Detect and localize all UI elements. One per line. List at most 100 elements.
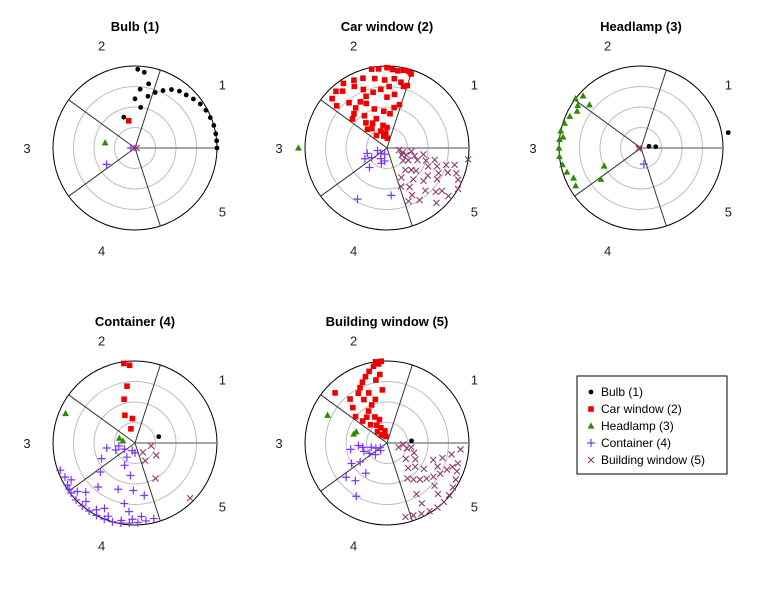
data-point [133,144,141,152]
data-point [396,101,403,108]
panel-title: Container (4) [95,314,175,329]
data-point [342,473,351,482]
sector-label: 1 [471,78,478,93]
data-point [635,145,642,152]
data-point [101,139,109,146]
data-point [366,368,372,375]
data-point [120,499,129,508]
data-point [432,199,440,207]
data-point [333,88,339,95]
data-point [207,115,213,120]
data-point [384,135,391,141]
sector-spoke [134,442,161,522]
sector-label: 2 [98,333,105,348]
data-point [340,80,347,87]
data-point [350,430,358,437]
data-point [129,486,138,495]
panel: Building window (5) 1 2 3 4 5 [275,314,478,554]
sector-spoke [574,147,642,197]
data-point [573,107,581,114]
data-point [63,481,72,490]
sector-spoke [320,147,388,197]
sector-spoke [574,99,642,149]
data-point [353,195,362,204]
data-point [370,89,376,96]
data-point [125,118,132,124]
panel-title: Bulb (1) [111,19,159,34]
data-point [404,82,411,89]
data-point [410,449,418,457]
data-point [378,86,384,93]
data-point [422,187,429,195]
data-point [432,188,440,196]
sector-spoke [134,364,161,444]
data-point [405,197,412,205]
data-point [360,154,369,163]
data-point [364,126,371,133]
data-point [102,443,111,452]
data-point [436,470,444,478]
data-point [72,495,81,504]
data-point [138,104,144,110]
data-point [114,441,123,450]
data-point [369,125,375,132]
data-point [124,383,130,389]
data-point [351,476,360,485]
data-point [122,453,131,462]
sector-label: 1 [219,78,226,93]
data-point [347,396,353,402]
data-point [380,108,387,115]
legend-box [576,375,728,475]
data-point [357,384,363,391]
data-point [346,99,352,106]
data-point [400,83,407,90]
data-point [177,88,182,94]
sector-label: 2 [604,38,611,53]
data-point [572,182,580,189]
data-point [381,133,387,139]
sector-label: 1 [471,373,478,388]
data-point [129,415,136,422]
data-point [400,67,407,73]
data-point [442,161,450,169]
data-point [135,66,141,72]
data-point [563,168,571,175]
data-point [115,434,123,441]
data-point [420,465,428,473]
data-point [362,373,369,380]
data-point [433,175,441,183]
sector-label: 2 [98,38,105,53]
data-point [361,396,367,403]
data-point [556,152,563,160]
data-point [373,422,380,429]
data-point [411,463,419,471]
data-point [140,491,149,500]
data-point [434,504,441,512]
data-point [398,151,406,159]
data-point [422,157,430,165]
data-point [566,112,574,119]
data-point [426,507,433,515]
data-point [391,91,398,98]
data-point [407,166,415,174]
data-point [126,362,133,369]
data-point [121,396,127,403]
data-point [350,404,356,411]
data-point [367,443,376,452]
data-point [56,466,65,475]
data-point [399,157,407,165]
data-point [376,149,385,158]
data-point [443,466,451,474]
sector-spoke [68,99,136,149]
data-point [402,455,410,463]
data-point [444,192,452,200]
sector-label: 4 [98,244,105,259]
legend-label: Car window (2) [601,402,682,416]
data-point [454,176,462,184]
data-point [378,128,384,134]
data-point [355,390,362,397]
data-point [372,414,378,420]
data-point [418,499,426,507]
data-point [160,88,166,93]
